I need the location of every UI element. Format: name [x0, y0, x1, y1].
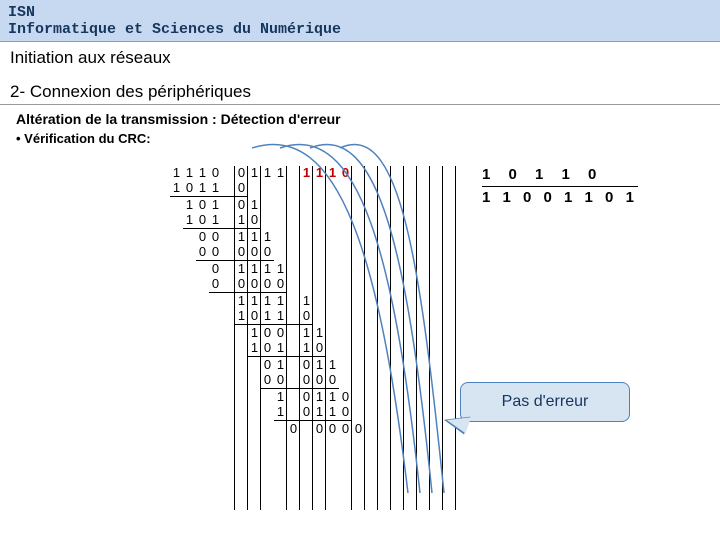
- banner-line2: Informatique et Sciences du Numérique: [8, 21, 712, 38]
- crc-division-table: 1110011111101011010101101100011100000011…: [170, 164, 456, 436]
- no-error-callout: Pas d'erreur: [460, 382, 630, 422]
- section-heading: 2- Connexion des périphériques: [0, 70, 720, 105]
- banner: ISN Informatique et Sciences du Numériqu…: [0, 0, 720, 42]
- division-rhs: 1 0 1 1 0 1 1 0 0 1 1 0 1: [482, 166, 638, 206]
- bullet-crc: • Vérification du CRC:: [0, 129, 720, 146]
- subsection-heading: Altération de la transmission : Détectio…: [0, 105, 720, 129]
- quotient: 1 1 0 0 1 1 0 1: [482, 186, 638, 206]
- banner-line1: ISN: [8, 4, 712, 21]
- divisor: 1 0 1 1 0: [482, 166, 638, 183]
- subtitle-1: Initiation aux réseaux: [0, 42, 720, 70]
- callout-text: Pas d'erreur: [502, 393, 589, 411]
